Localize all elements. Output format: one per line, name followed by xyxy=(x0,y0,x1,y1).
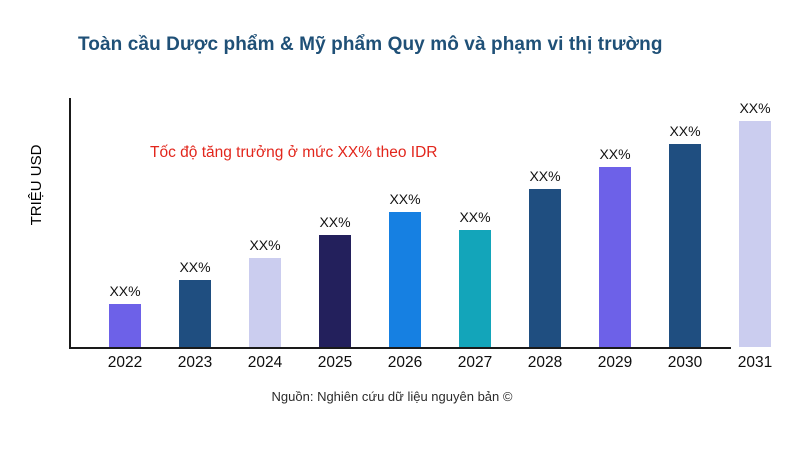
bar-2026 xyxy=(389,212,421,347)
source-note: Nguồn: Nghiên cứu dữ liệu nguyên bản © xyxy=(271,389,513,404)
bar-2031 xyxy=(739,121,771,347)
chart-title: Toàn cầu Dược phẩm & Mỹ phẩm Quy mô và p… xyxy=(78,34,663,55)
x-tick-label-2025: 2025 xyxy=(317,354,353,371)
growth-rate-annotation: Tốc độ tăng trưởng ở mức XX% theo IDR xyxy=(150,144,438,161)
bar-2023 xyxy=(179,280,211,347)
bar-2030 xyxy=(669,144,701,347)
x-tick-label-2027: 2027 xyxy=(457,354,493,371)
bar-value-label-2023: XX% xyxy=(179,259,211,275)
x-tick-label-2028: 2028 xyxy=(527,354,563,371)
bar-value-label-2027: XX% xyxy=(459,209,491,225)
bar-value-label-2028: XX% xyxy=(529,168,561,184)
bar-value-label-2026: XX% xyxy=(389,191,421,207)
x-tick-label-2031: 2031 xyxy=(737,354,773,371)
bar-value-label-2029: XX% xyxy=(599,146,631,162)
x-tick-label-2024: 2024 xyxy=(247,354,283,371)
x-tick-label-2029: 2029 xyxy=(597,354,633,371)
y-axis-title: TRIỆU USD xyxy=(28,144,45,226)
bar-value-label-2025: XX% xyxy=(319,214,351,230)
x-tick-label-2022: 2022 xyxy=(107,354,143,371)
x-tick-label-2026: 2026 xyxy=(387,354,423,371)
bar-value-label-2031: XX% xyxy=(739,100,771,116)
bar-2025 xyxy=(319,235,351,347)
bar-value-label-2022: XX% xyxy=(109,283,141,299)
bar-value-label-2030: XX% xyxy=(669,123,701,139)
x-tick-label-2023: 2023 xyxy=(177,354,213,371)
bar-value-label-2024: XX% xyxy=(249,237,281,253)
bar-2027 xyxy=(459,230,491,347)
x-tick-label-2030: 2030 xyxy=(667,354,703,371)
bar-2024 xyxy=(249,258,281,347)
y-axis-line xyxy=(69,98,71,348)
bar-2022 xyxy=(109,304,141,347)
bar-2029 xyxy=(599,167,631,347)
x-axis-line xyxy=(69,347,731,349)
bar-2028 xyxy=(529,189,561,347)
